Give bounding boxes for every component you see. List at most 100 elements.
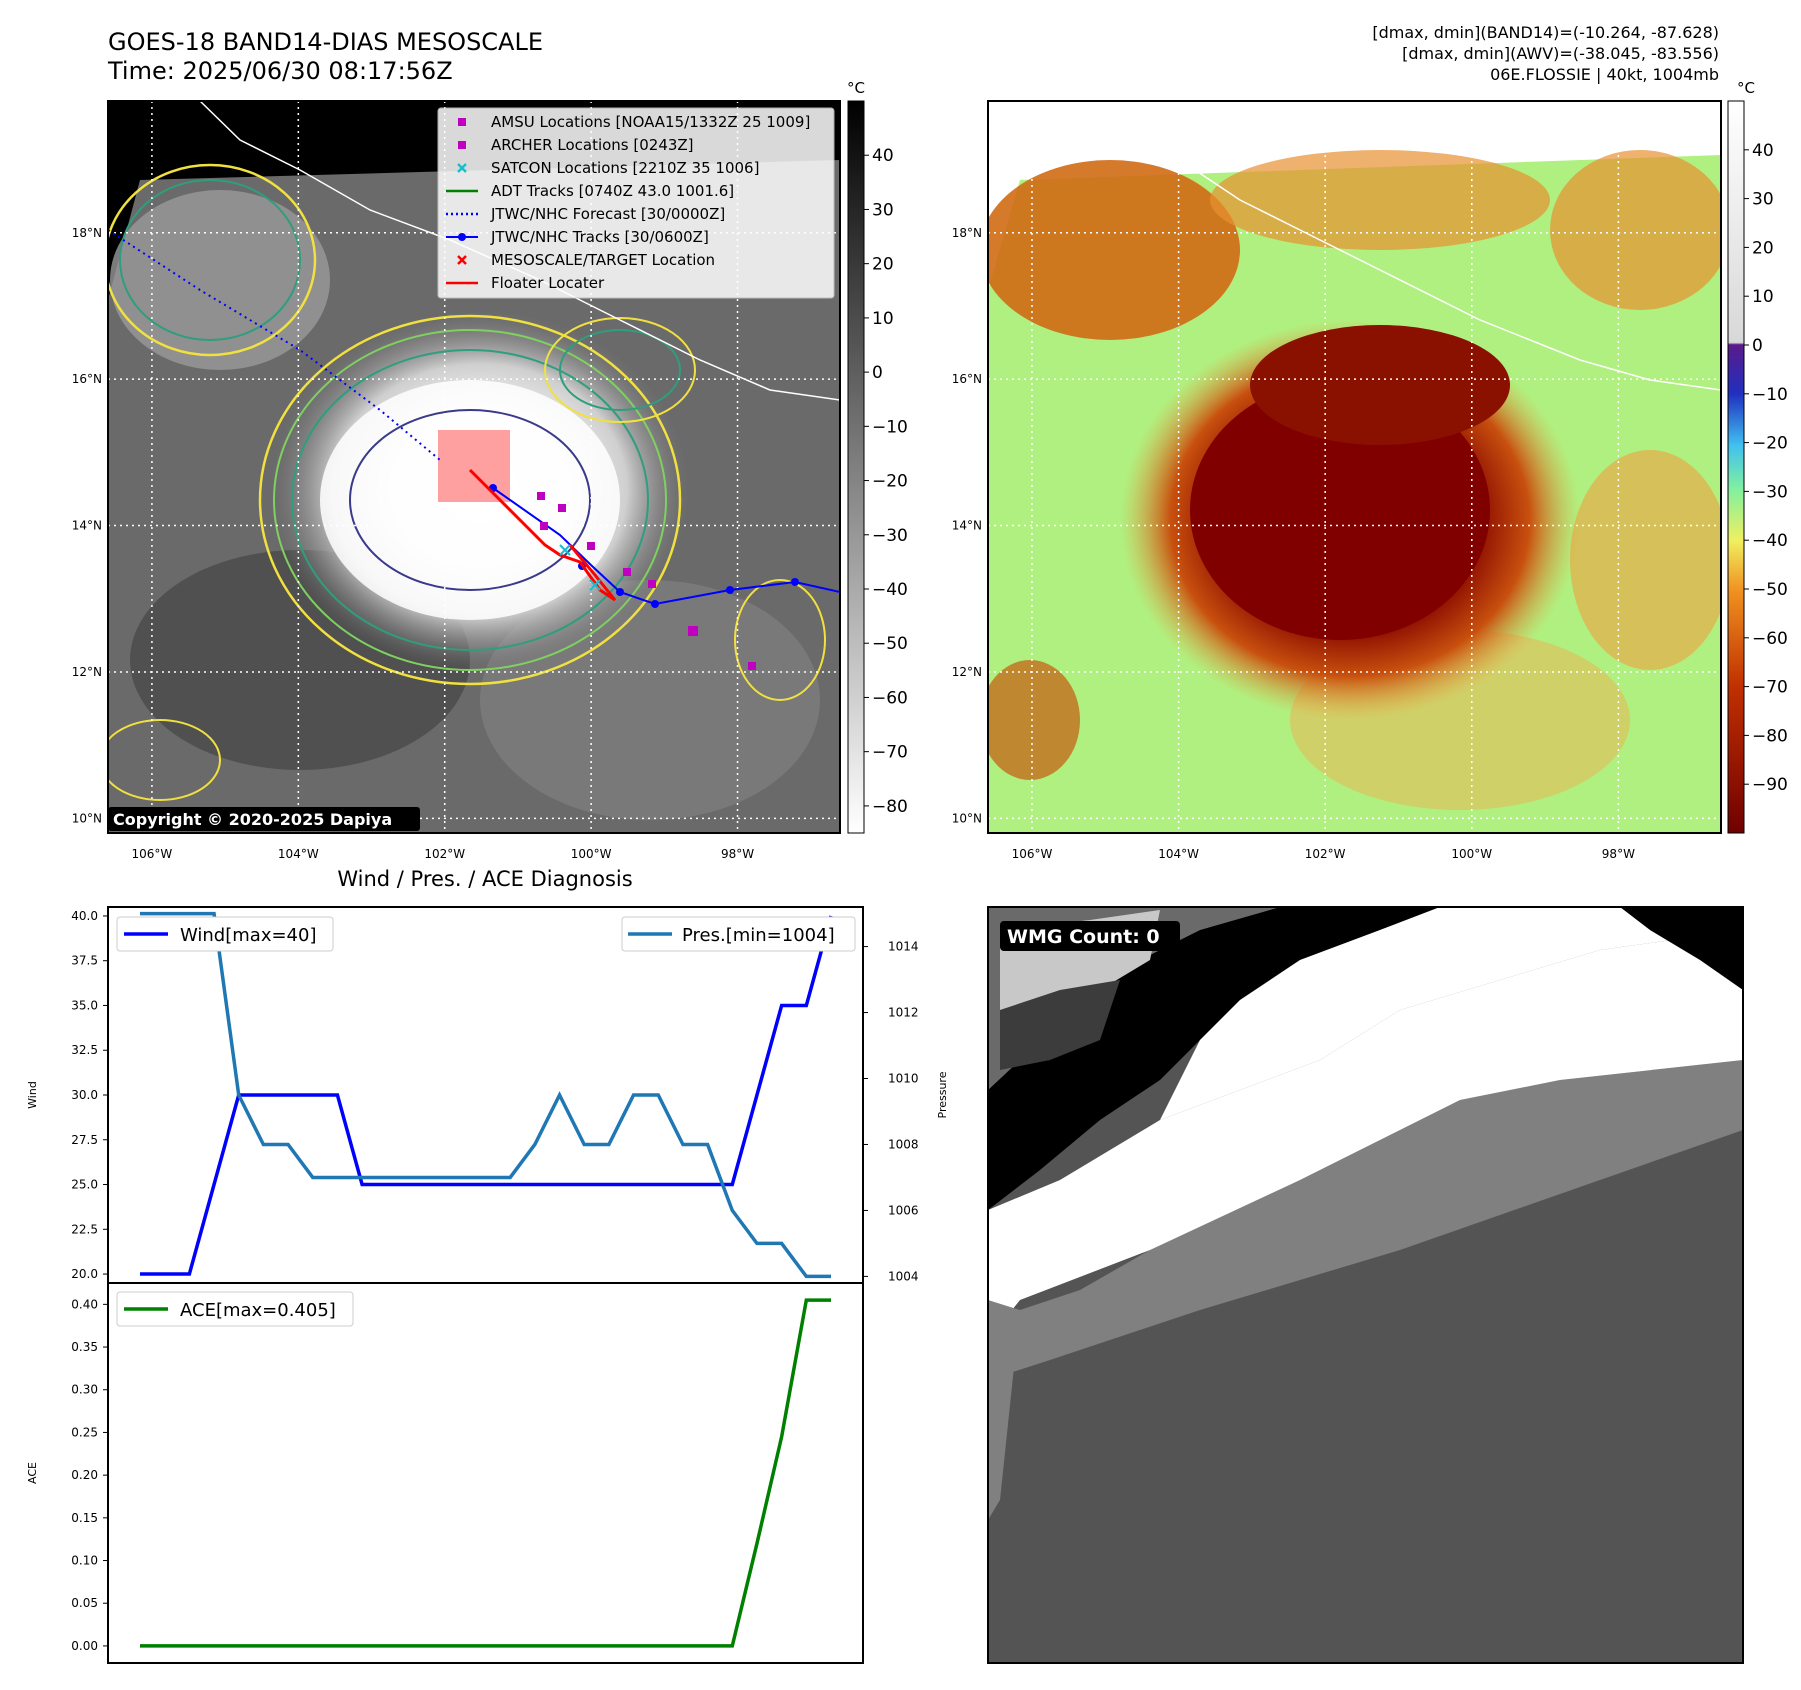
legend-marker [458, 141, 466, 149]
colorbar-tick-label: −70 [872, 743, 908, 763]
legend-marker [458, 118, 466, 126]
ace-tick-label: 0.20 [71, 1468, 98, 1482]
colorbar-tick-label: −20 [872, 472, 908, 492]
jtwc-best-track [492, 487, 840, 606]
awv-lon-label: 104°W [1158, 847, 1199, 861]
colorbar-tick-label: 0 [872, 363, 883, 383]
legend-label: ARCHER Locations [0243Z] [491, 136, 694, 154]
colorbar-tick-label: −10 [872, 417, 908, 437]
ace-tick-label: 0.10 [71, 1554, 98, 1568]
wind-tick-label: 22.5 [71, 1222, 98, 1236]
colorbar-tick-label: 10 [1752, 287, 1774, 307]
pressure-legend-label: Pres.[min=1004] [682, 925, 835, 946]
legend-label: JTWC/NHC Forecast [30/0000Z] [490, 205, 725, 223]
colorbar-tick-label: 40 [872, 146, 894, 166]
colorbar-tick-label: −10 [1752, 385, 1788, 405]
ir-lat-label: 10°N [72, 811, 102, 825]
colorbar-tick-label: −50 [872, 634, 908, 654]
wind-series-line [140, 915, 833, 1276]
colorbar-tick-label: 20 [1752, 238, 1774, 258]
legend-label: SATCON Locations [2210Z 35 1006] [491, 159, 759, 177]
ace-plot [107, 1282, 864, 1664]
wind-pressure-plot [107, 906, 864, 1284]
pressure-legend-box [621, 916, 856, 952]
ir-map-legend: AMSU Locations [NOAA15/1332Z 25 1009] ARC… [437, 107, 835, 299]
awv-map-panel [988, 101, 1721, 833]
awv-lat-label: 18°N [952, 226, 982, 240]
ir-lat-label: 12°N [72, 665, 102, 679]
dmax-awv: [dmax, dmin](AWV)=(-38.045, -83.556) [1402, 44, 1719, 63]
wind-tick-label: 40.0 [71, 909, 98, 923]
pressure-tick-label: 1012 [888, 1006, 919, 1020]
legend-label: JTWC/NHC Tracks [30/0600Z] [490, 228, 709, 246]
awv-lon-label: 106°W [1012, 847, 1053, 861]
colorbar-tick-label: 10 [872, 309, 894, 329]
ir-colorbar [847, 100, 865, 834]
ace-tick-label: 0.30 [71, 1383, 98, 1397]
ace-axis-label: ACE [26, 1462, 39, 1484]
legend-label: Floater Locater [491, 274, 605, 292]
awv-lat-label: 14°N [952, 519, 982, 533]
pressure-axis-label: Pressure [936, 1071, 949, 1118]
colorbar-tick-label: −80 [1752, 726, 1788, 746]
copyright-label: Copyright © 2020-2025 Dapiya [113, 810, 392, 829]
ace-legend-label: ACE[max=0.405] [180, 1300, 336, 1321]
wind-tick-label: 27.5 [71, 1133, 98, 1147]
pressure-series-line [140, 911, 831, 1279]
figure-title-line2: Time: 2025/06/30 08:17:56Z [107, 57, 453, 85]
legend-label: AMSU Locations [NOAA15/1332Z 25 1009] [491, 113, 810, 131]
colorbar-tick-label: −40 [872, 580, 908, 600]
ace-tick-label: 0.25 [71, 1425, 98, 1439]
ir-lon-label: 102°W [424, 847, 465, 861]
colorbar-tick-label: −20 [1752, 434, 1788, 454]
awv-lat-label: 16°N [952, 372, 982, 386]
colorbar-tick-label: −30 [1752, 482, 1788, 502]
legend-label: MESOSCALE/TARGET Location [491, 251, 715, 269]
figure-title-line1: GOES-18 BAND14-DIAS MESOSCALE [108, 28, 543, 56]
ir-lat-label: 16°N [72, 372, 102, 386]
wind-tick-label: 35.0 [71, 998, 98, 1012]
wmg-count-label: WMG Count: 0 [1007, 926, 1160, 948]
awv-colorbar [1727, 100, 1745, 834]
ir-colorbar-unit: °C [847, 79, 865, 97]
legend-label: ADT Tracks [0740Z 43.0 1001.6] [491, 182, 734, 200]
ace-tick-label: 0.40 [71, 1297, 98, 1311]
pressure-tick-label: 1006 [888, 1203, 919, 1217]
wind-tick-label: 37.5 [71, 954, 98, 968]
ir-lon-label: 106°W [132, 847, 173, 861]
ir-lon-label: 98°W [721, 847, 754, 861]
awv-lat-label: 10°N [952, 811, 982, 825]
satcon-locations [559, 544, 601, 591]
colorbar-tick-label: −70 [1752, 678, 1788, 698]
ace-tick-label: 0.05 [71, 1596, 98, 1610]
awv-map-gridlines [988, 101, 1721, 833]
ace-tick-label: 0.35 [71, 1340, 98, 1354]
pressure-tick-label: 1008 [888, 1137, 919, 1151]
diagnosis-title: Wind / Pres. / ACE Diagnosis [337, 867, 632, 891]
ace-legend-box [116, 1291, 354, 1327]
wind-tick-label: 25.0 [71, 1178, 98, 1192]
wmg-panel [988, 907, 1743, 1663]
colorbar-tick-label: 20 [872, 255, 894, 275]
ace-tick-label: 0.00 [71, 1639, 98, 1653]
awv-lon-label: 100°W [1451, 847, 1492, 861]
wind-axis-label: Wind [26, 1081, 39, 1109]
jtwc-forecast-track [108, 229, 441, 461]
colorbar-tick-label: −50 [1752, 580, 1788, 600]
colorbar-tick-label: 30 [872, 200, 894, 220]
ir-lat-label: 18°N [72, 226, 102, 240]
wind-tick-label: 30.0 [71, 1088, 98, 1102]
colorbar-tick-label: −40 [1752, 531, 1788, 551]
colorbar-tick-label: −90 [1752, 775, 1788, 795]
legend-marker [457, 255, 467, 265]
colorbar-tick-label: −80 [872, 797, 908, 817]
colorbar-tick-label: −60 [1752, 629, 1788, 649]
amsu-locations [537, 492, 756, 670]
pressure-tick-label: 1004 [888, 1269, 919, 1283]
ir-lat-label: 14°N [72, 519, 102, 533]
floater-locater-track [468, 468, 617, 602]
wind-legend-box [116, 916, 334, 952]
mesoscale-target-box [438, 430, 510, 502]
colorbar-tick-label: 40 [1752, 141, 1774, 161]
